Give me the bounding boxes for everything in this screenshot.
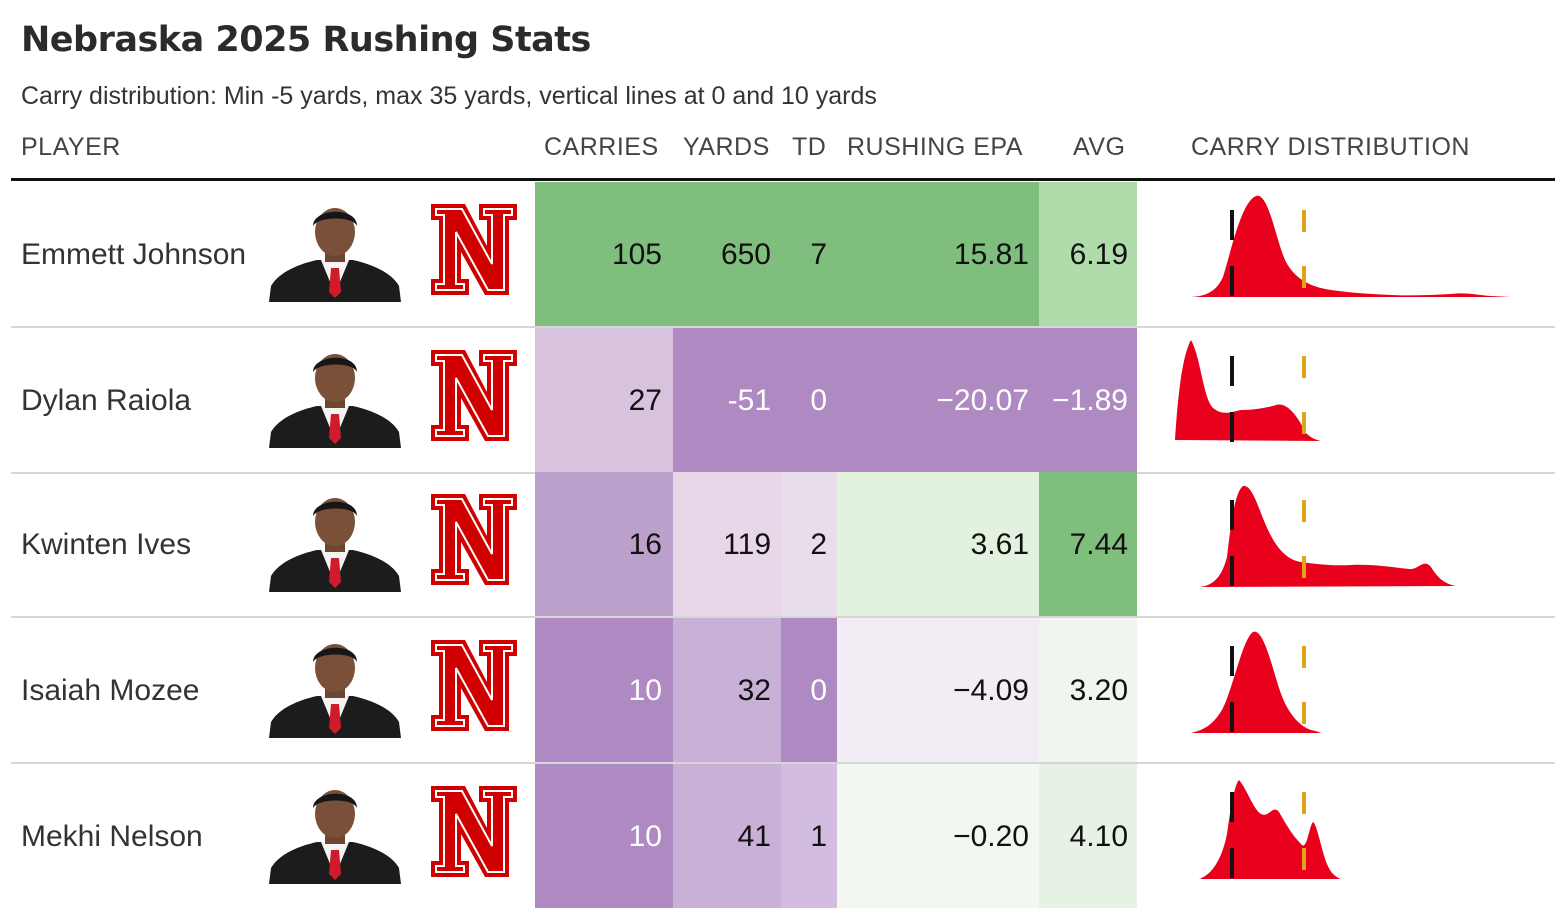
header-player: PLAYER xyxy=(21,133,121,161)
cell-bg-epa xyxy=(837,182,1039,326)
page-subtitle: Carry distribution: Min -5 yards, max 35… xyxy=(21,82,877,110)
cell-bg-epa xyxy=(837,472,1039,616)
cell-td: 0 xyxy=(810,384,827,417)
carry-distribution-plot xyxy=(1161,764,1521,908)
team-logo xyxy=(429,202,519,297)
page-title: Nebraska 2025 Rushing Stats xyxy=(21,20,591,60)
cell-bg-td xyxy=(781,328,837,472)
header-yards: YARDS xyxy=(683,133,770,161)
density-area xyxy=(1191,631,1321,733)
cell-bg-avg xyxy=(1039,472,1137,616)
row-divider xyxy=(11,762,1555,764)
cell-bg-td xyxy=(781,764,837,908)
cell-yards: 41 xyxy=(737,820,771,853)
header-avg: AVG xyxy=(1073,133,1126,161)
cell-bg-td xyxy=(781,182,837,326)
player-photo xyxy=(269,492,401,592)
cell-bg-yards xyxy=(673,764,781,908)
cell-carries: 10 xyxy=(628,820,662,853)
density-area xyxy=(1199,485,1456,587)
cell-yards: 32 xyxy=(737,674,771,707)
carry-distribution-plot xyxy=(1161,182,1521,326)
cell-td: 0 xyxy=(810,674,827,707)
player-name: Emmett Johnson xyxy=(21,238,247,271)
cell-carries: 27 xyxy=(628,384,662,417)
cell-bg-carries xyxy=(535,764,673,908)
table-row: 10 32 0 −4.09 3.20 Isaiah Mozee xyxy=(11,618,1555,762)
team-logo xyxy=(429,348,519,443)
cell-yards: -51 xyxy=(727,384,771,417)
cell-bg-td xyxy=(781,472,837,616)
cell-bg-epa xyxy=(837,328,1039,472)
cell-avg: 3.20 xyxy=(1069,674,1128,707)
player-photo xyxy=(269,784,401,884)
player-name: Isaiah Mozee xyxy=(21,674,200,707)
cell-epa: 3.61 xyxy=(970,528,1029,561)
cell-bg-avg xyxy=(1039,618,1137,762)
cell-bg-carries xyxy=(535,618,673,762)
cell-bg-avg xyxy=(1039,328,1137,472)
row-divider xyxy=(11,616,1555,618)
cell-bg-td xyxy=(781,618,837,762)
header-divider xyxy=(11,178,1555,181)
cell-td: 1 xyxy=(810,820,827,853)
table-row: 10 41 1 −0.20 4.10 Mekhi Nelson xyxy=(11,764,1555,908)
player-photo xyxy=(269,638,401,738)
player-name: Dylan Raiola xyxy=(21,384,192,417)
cell-epa: −4.09 xyxy=(953,674,1029,707)
distribution-svg xyxy=(1175,340,1321,446)
team-logo xyxy=(429,784,519,879)
distribution-svg xyxy=(1199,485,1456,590)
cell-avg: −1.89 xyxy=(1052,384,1128,417)
cell-carries: 105 xyxy=(611,238,662,271)
cell-yards: 650 xyxy=(720,238,771,271)
cell-epa: −0.20 xyxy=(953,820,1029,853)
cell-bg-epa xyxy=(837,764,1039,908)
cell-bg-yards xyxy=(673,472,781,616)
cell-avg: 7.44 xyxy=(1069,528,1128,561)
cell-avg: 4.10 xyxy=(1069,820,1128,853)
cell-bg-avg xyxy=(1039,764,1137,908)
density-area xyxy=(1191,195,1511,297)
header-carry-distribution: CARRY DISTRIBUTION xyxy=(1191,133,1470,161)
table-row: 27 -51 0 −20.07 −1.89 Dylan Raiola xyxy=(11,328,1555,472)
distribution-svg xyxy=(1199,780,1341,882)
player-name: Kwinten Ives xyxy=(21,528,192,561)
team-logo xyxy=(429,638,519,733)
cell-yards: 119 xyxy=(723,528,771,561)
cell-bg-carries xyxy=(535,472,673,616)
cell-td: 7 xyxy=(810,238,827,271)
cell-bg-carries xyxy=(535,182,673,326)
cell-bg-yards xyxy=(673,328,781,472)
header-carries: CARRIES xyxy=(544,133,659,161)
cell-avg: 6.19 xyxy=(1069,238,1128,271)
cell-bg-yards xyxy=(673,618,781,762)
distribution-svg xyxy=(1191,631,1321,736)
cell-epa: −20.07 xyxy=(936,384,1029,417)
player-name: Mekhi Nelson xyxy=(21,820,203,853)
cell-bg-yards xyxy=(673,182,781,326)
cell-bg-epa xyxy=(837,618,1039,762)
cell-epa: 15.81 xyxy=(953,238,1029,271)
player-photo xyxy=(269,348,401,448)
distribution-svg xyxy=(1191,195,1511,300)
cell-bg-avg xyxy=(1039,182,1137,326)
density-area xyxy=(1175,340,1321,441)
header-td: TD xyxy=(792,133,827,161)
table-row: 105 650 7 15.81 6.19 Emmett Johnson xyxy=(11,182,1555,326)
carry-distribution-plot xyxy=(1161,618,1521,762)
cell-carries: 10 xyxy=(628,674,662,707)
cell-td: 2 xyxy=(810,528,827,561)
row-divider xyxy=(11,326,1555,328)
header-rushing-epa: RUSHING EPA xyxy=(847,133,1023,161)
carry-distribution-plot xyxy=(1161,472,1521,616)
player-photo xyxy=(269,202,401,302)
carry-distribution-plot xyxy=(1161,328,1521,472)
table-row: 16 119 2 3.61 7.44 Kwinten Ives xyxy=(11,472,1555,616)
cell-carries: 16 xyxy=(628,528,662,561)
density-area xyxy=(1199,780,1341,879)
cell-bg-carries xyxy=(535,328,673,472)
team-logo xyxy=(429,492,519,587)
